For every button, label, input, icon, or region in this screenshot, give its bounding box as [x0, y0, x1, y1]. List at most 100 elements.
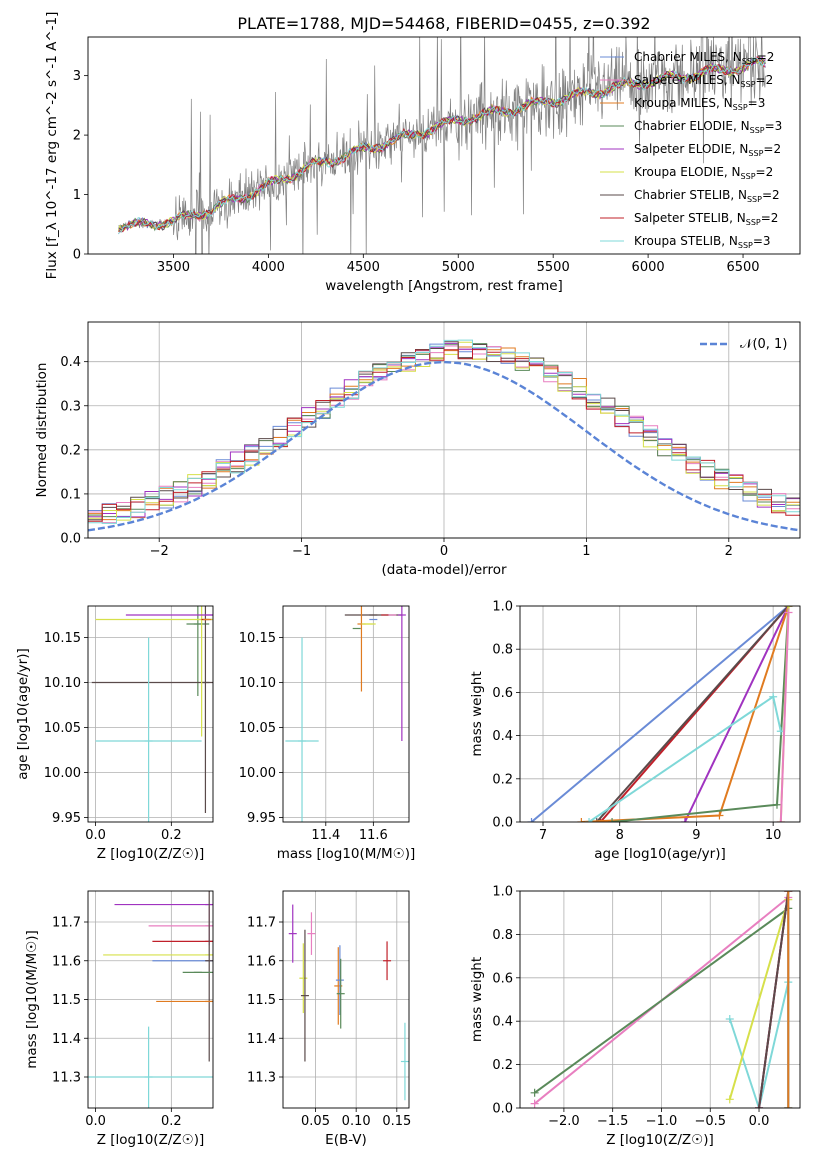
x-tick-label: 0.0	[749, 1114, 770, 1129]
x-tick-label: −2	[150, 544, 169, 559]
observed-spectrum	[118, 37, 766, 254]
mass-weight-marker-8	[784, 1104, 793, 1108]
x-axis-label: Z [log10(Z/Z☉)]	[97, 1132, 205, 1148]
x-tick-label: 0.2	[161, 1114, 182, 1129]
x-tick-label: 0	[440, 544, 448, 559]
axes-age_vs_Z: 0.0 0.2 9.95 10.00 10.05 10.10 10.15 Z [log10(Z…	[15, 605, 214, 862]
y-tick-label: 1.0	[492, 885, 513, 900]
plot-area-spectrum	[117, 37, 766, 254]
y-tick-label: 0.8	[492, 643, 513, 658]
residual-histogram-8	[88, 339, 800, 524]
mass-weight-marker-0	[527, 818, 536, 822]
y-tick-label: 11.4	[247, 1032, 276, 1047]
x-tick-label: 11.4	[311, 828, 340, 843]
model-spectrum-8	[118, 57, 766, 235]
x-tick-label: 2	[725, 544, 733, 559]
legend-count: =2	[763, 142, 781, 156]
legend-count: =3	[765, 119, 783, 133]
x-tick-label: 5000	[442, 260, 475, 275]
legend-label: Kroupa STELIB, NSSP=3	[634, 234, 771, 250]
mass-weight-marker-2	[592, 818, 601, 822]
x-axis-label: Z [log10(Z/Z☉)]	[97, 846, 205, 862]
plot-area-mass_vs_EBV	[288, 904, 409, 1101]
legend-label: Chabrier STELIB, NSSP=2	[634, 188, 780, 204]
legend-subscript: SSP	[733, 103, 748, 112]
y-tick-label: 10.15	[239, 631, 276, 646]
y-tick-label: 1.0	[492, 600, 513, 615]
legend-count: =2	[761, 211, 779, 225]
y-tick-label: 0.2	[492, 1058, 513, 1073]
mass-weight-marker-2	[725, 1015, 734, 1024]
legend-count: =2	[757, 50, 775, 64]
axes-mw_vs_age: 7 8 9 10 0.0 0.2 0.4 0.6 0.8 1.0 age [log10(age/yr…	[469, 600, 801, 862]
y-tick-label: 11.7	[52, 916, 81, 931]
model-spectrum-5	[117, 58, 766, 231]
y-tick-label: 0.4	[492, 1015, 513, 1030]
legend-count: =2	[762, 188, 780, 202]
axes-frame	[519, 890, 801, 1109]
y-tick-label: 0	[73, 248, 81, 263]
legend-subscript: SSP	[738, 241, 753, 250]
x-tick-label: 11.6	[359, 828, 388, 843]
legend-label: Salpeter ELODIE, NSSP=2	[634, 142, 781, 158]
x-tick-label: 5500	[537, 260, 570, 275]
legend-count: =3	[748, 96, 766, 110]
axes-frame	[87, 36, 801, 255]
y-tick-label: 0.0	[60, 532, 81, 547]
y-axis-label: Flux [f_λ 10^-17 erg cm^-2 s^-1 A^-1]	[44, 12, 60, 280]
mass-weight-marker-1	[596, 818, 605, 822]
legend-subscript: SSP	[750, 126, 765, 135]
x-tick-label: 0.10	[342, 1114, 371, 1129]
axes-residuals: −2 −1 0 1 2 0.0 0.1 0.2 0.3 0.4 (data-model)/error…	[34, 321, 801, 578]
x-tick-label: −1.0	[646, 1114, 678, 1129]
y-tick-label: 0.3	[60, 399, 81, 414]
plot-area-residuals	[88, 339, 800, 532]
x-tick-label: −1.5	[597, 1114, 629, 1129]
axes-frame	[519, 605, 801, 823]
mass-weight-marker-1	[530, 1088, 539, 1097]
mass-weight-marker-4	[577, 818, 586, 822]
legend-label: Kroupa MILES, NSSP=3	[634, 96, 765, 112]
x-axis-label: wavelength [Angstrom, rest frame]	[325, 278, 563, 294]
y-tick-label: 10.10	[44, 676, 81, 691]
x-tick-label: 10	[765, 828, 782, 843]
mass-weight-marker-4	[715, 811, 724, 820]
y-tick-label: 0.1	[60, 487, 81, 502]
legend-label: 𝒩(0, 1)	[740, 337, 787, 352]
x-tick-label: −1	[292, 544, 311, 559]
y-tick-label: 0.4	[492, 729, 513, 744]
x-tick-label: 0.2	[161, 828, 182, 843]
legend-subscript: SSP	[748, 149, 763, 158]
mass-weight-marker-8	[784, 891, 793, 895]
axes-spectrum: 3500 4000 4500 5000 5500 6000 6500 0 1 2 3 waveleng…	[44, 12, 801, 294]
x-tick-label: 8	[616, 828, 624, 843]
y-tick-label: 1	[73, 188, 81, 203]
y-tick-label: 0.2	[60, 443, 81, 458]
mass-weight-line-2	[595, 606, 790, 822]
legend-count: =3	[753, 234, 771, 248]
x-axis-label: Z [log10(Z/Z☉)]	[606, 1132, 714, 1148]
x-tick-label: 7	[539, 828, 547, 843]
y-tick-label: 11.3	[52, 1071, 81, 1086]
mass-weight-line-6	[758, 891, 790, 1108]
legend-subscript: SSP	[747, 195, 762, 204]
y-tick-label: 0.0	[492, 1102, 513, 1117]
y-axis-label: age [log10(age/yr)]	[15, 648, 31, 780]
y-tick-label: 0.6	[492, 686, 513, 701]
mass-weight-marker-8	[784, 608, 793, 617]
axes-mass_vs_EBV: 0.05 0.10 0.15 11.3 11.4 11.5 11.6 11.7 E(B-V)	[247, 890, 411, 1148]
y-tick-label: 11.7	[247, 916, 276, 931]
x-tick-label: 6500	[726, 260, 759, 275]
axes-age_vs_mass: 11.4 11.6 9.95 10.00 10.05 10.10 10.15 mass [lo…	[239, 605, 415, 862]
plot-area-mw_vs_Z	[530, 891, 793, 1108]
residual-histogram-7	[88, 349, 800, 522]
x-tick-label: 1	[582, 544, 590, 559]
legend-label: Chabrier ELODIE, NSSP=3	[634, 119, 782, 135]
gaussian-curve	[88, 360, 800, 532]
y-tick-label: 11.6	[247, 954, 276, 969]
legend-label: Salpeter STELIB, NSSP=2	[634, 211, 778, 227]
x-tick-label: 3500	[157, 260, 190, 275]
mass-weight-line-8	[779, 612, 790, 822]
y-axis-label: mass weight	[469, 671, 485, 756]
axes-frame	[282, 605, 410, 823]
